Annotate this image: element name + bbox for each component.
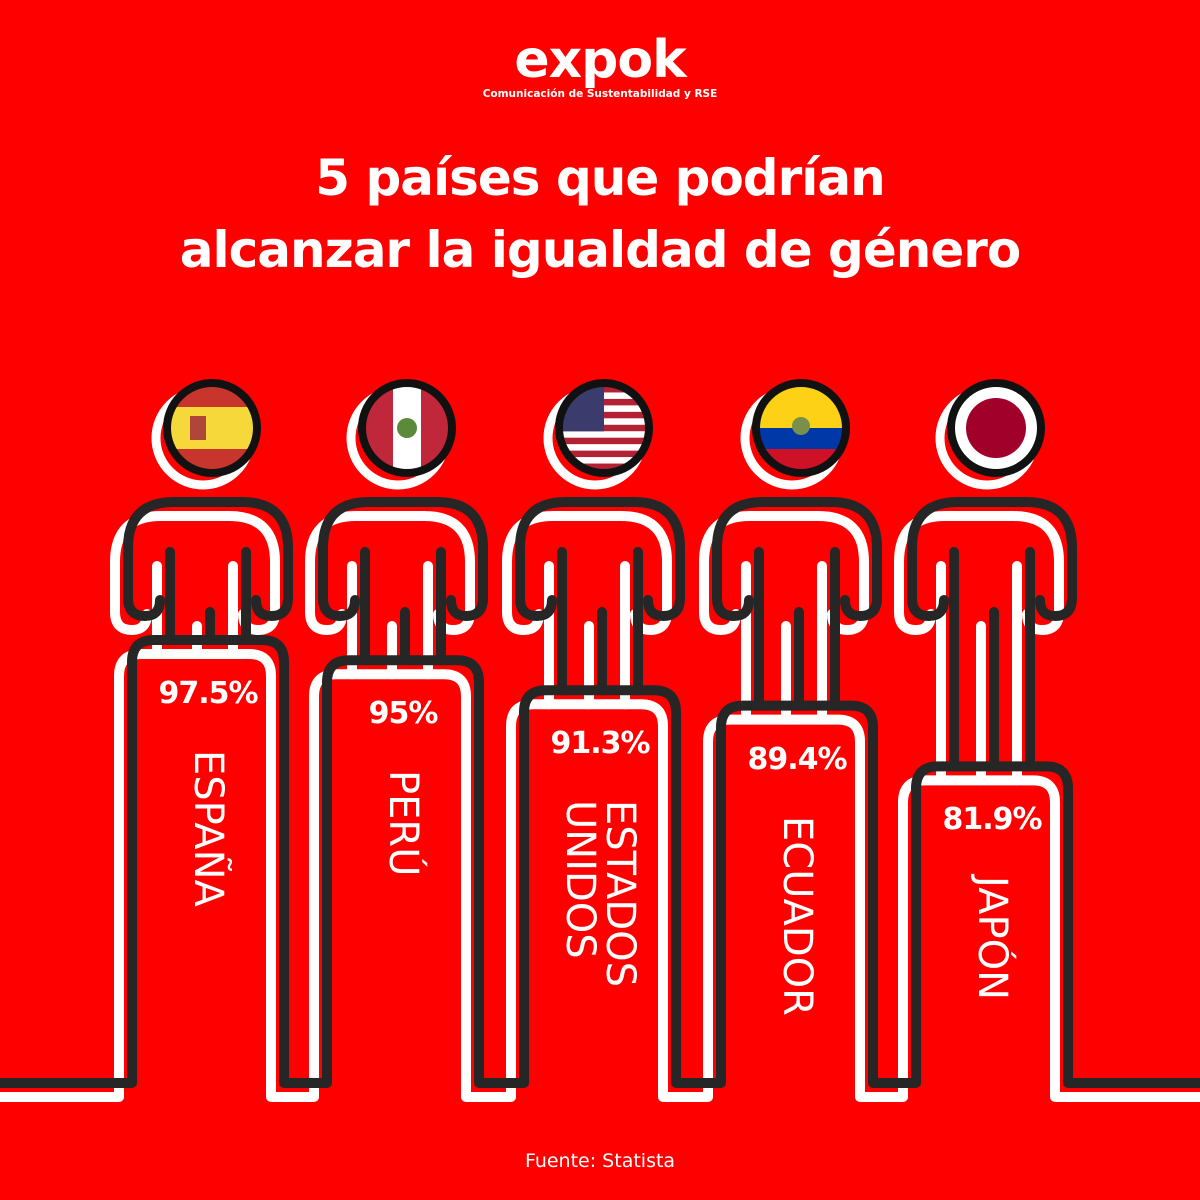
- logo-tagline: Comunicación de Sustentabilidad y RSE: [482, 88, 718, 100]
- page-title: 5 países que podrían alcanzar la igualda…: [0, 142, 1200, 286]
- country-label: ESPAÑA: [185, 750, 231, 907]
- value-label: 91.3%: [550, 726, 650, 762]
- person-figure-4: [894, 511, 1064, 786]
- title-line-2: alcanzar la igualdad de género: [179, 221, 1022, 279]
- ecuador-flag-icon: [740, 379, 850, 490]
- source-note: Fuente: Statista: [524, 1150, 676, 1172]
- country-label: ESTADOS UNIDOS: [557, 800, 643, 988]
- person-figure-2: [502, 511, 672, 710]
- dark-outline-lines: [0, 497, 1200, 1088]
- title-line-1: 5 países que podrían: [315, 149, 885, 207]
- person-figure-2: [515, 497, 685, 696]
- person-figure-3: [699, 511, 869, 725]
- country-label: JAPÓN: [969, 876, 1015, 1001]
- value-label: 81.9%: [942, 802, 1042, 838]
- value-label: 95%: [368, 696, 439, 732]
- usa-flag-icon: [543, 379, 653, 490]
- spain-flag-icon: [151, 379, 261, 490]
- peru-flag-icon: [346, 379, 456, 490]
- value-label: 97.5%: [158, 676, 258, 711]
- value-label: 89.4%: [747, 741, 847, 777]
- person-figure-3: [712, 497, 882, 711]
- person-figure-4: [907, 497, 1077, 772]
- expok-logo: expok Comunicación de Sustentabilidad y …: [0, 34, 1200, 100]
- country-label: PERÚ: [380, 770, 426, 877]
- person-figure-1: [318, 497, 488, 666]
- person-figure-0: [123, 497, 293, 645]
- person-figure-1: [305, 511, 475, 680]
- country-label: ECUADOR: [774, 815, 820, 1016]
- logo-wordmark: expok: [514, 30, 686, 90]
- japan-flag-icon: [935, 379, 1045, 490]
